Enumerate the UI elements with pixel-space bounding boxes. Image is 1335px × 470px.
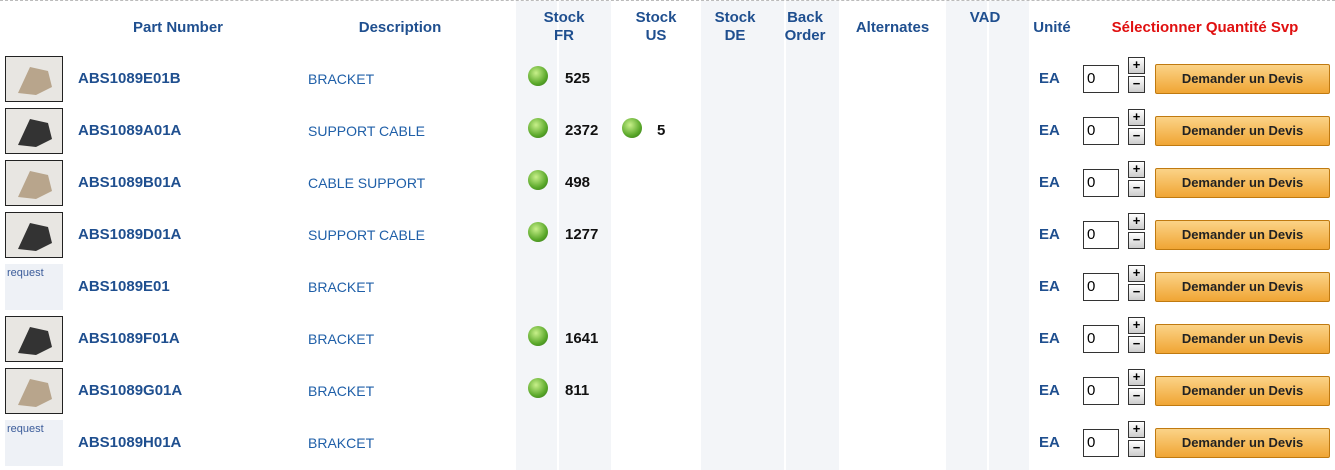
decrease-button[interactable]: − — [1128, 388, 1145, 405]
quantity-input[interactable]: 0 — [1083, 377, 1119, 405]
column-header: Description — [300, 19, 500, 37]
quantity-input[interactable]: 0 — [1083, 221, 1119, 249]
thumbnail[interactable] — [5, 56, 63, 102]
column-bg — [988, 1, 1030, 470]
part-number[interactable]: ABS1089E01B — [78, 70, 181, 87]
column-bg — [785, 1, 840, 470]
thumbnail-art — [6, 161, 62, 205]
increase-button[interactable]: + — [1128, 265, 1145, 282]
unit: EA — [1039, 382, 1060, 399]
stock-indicator — [622, 118, 642, 138]
unit: EA — [1039, 174, 1060, 191]
decrease-button[interactable]: − — [1128, 232, 1145, 249]
column-bg — [700, 1, 785, 470]
unit: EA — [1039, 330, 1060, 347]
increase-button[interactable]: + — [1128, 213, 1145, 230]
unit: EA — [1039, 122, 1060, 139]
unit: EA — [1039, 434, 1060, 451]
column-header: Part Number — [88, 19, 268, 37]
thumbnail-art — [6, 369, 62, 413]
part-number[interactable]: ABS1089E01 — [78, 278, 170, 295]
unit: EA — [1039, 278, 1060, 295]
thumbnail-art — [6, 213, 62, 257]
thumbnail[interactable] — [5, 368, 63, 414]
description: BRACKET — [308, 383, 374, 399]
decrease-button[interactable]: − — [1128, 284, 1145, 301]
part-number[interactable]: ABS1089F01A — [78, 330, 180, 347]
thumbnail-art — [6, 317, 62, 361]
column-header: Back Order — [780, 9, 830, 45]
thumbnail[interactable] — [5, 160, 63, 206]
quote-button[interactable]: Demander un Devis — [1155, 272, 1330, 302]
thumbnail[interactable]: request — [5, 420, 63, 466]
stock-fr: 498 — [565, 174, 590, 191]
quantity-input[interactable]: 0 — [1083, 429, 1119, 457]
thumbnail[interactable] — [5, 316, 63, 362]
column-header: Unité — [1030, 19, 1074, 37]
decrease-button[interactable]: − — [1128, 76, 1145, 93]
quote-button[interactable]: Demander un Devis — [1155, 376, 1330, 406]
quote-button[interactable]: Demander un Devis — [1155, 168, 1330, 198]
stock-us: 5 — [657, 122, 665, 139]
decrease-button[interactable]: − — [1128, 128, 1145, 145]
part-number[interactable]: ABS1089D01A — [78, 226, 181, 243]
description: BRAKCET — [308, 435, 374, 451]
decrease-button[interactable]: − — [1128, 336, 1145, 353]
stock-indicator — [528, 66, 548, 86]
unit: EA — [1039, 70, 1060, 87]
unit: EA — [1039, 226, 1060, 243]
increase-button[interactable]: + — [1128, 109, 1145, 126]
part-number[interactable]: ABS1089G01A — [78, 382, 182, 399]
thumbnail[interactable] — [5, 108, 63, 154]
stock-fr: 525 — [565, 70, 590, 87]
part-number[interactable]: ABS1089B01A — [78, 174, 181, 191]
column-header: Alternates — [840, 19, 945, 37]
stock-indicator — [528, 326, 548, 346]
stock-indicator — [528, 378, 548, 398]
part-number[interactable]: ABS1089H01A — [78, 434, 181, 451]
thumbnail[interactable] — [5, 212, 63, 258]
column-header: VAD — [950, 9, 1020, 27]
page: Part Number Description Stock FR Stock US St… — [0, 0, 1335, 469]
description: BRACKET — [308, 279, 374, 295]
quote-button[interactable]: Demander un Devis — [1155, 324, 1330, 354]
quote-button[interactable]: Demander un Devis — [1155, 64, 1330, 94]
description: SUPPORT CABLE — [308, 227, 425, 243]
stock-fr: 811 — [565, 382, 589, 399]
stock-indicator — [528, 222, 548, 242]
decrease-button[interactable]: − — [1128, 440, 1145, 457]
quote-button[interactable]: Demander un Devis — [1155, 116, 1330, 146]
description: BRACKET — [308, 71, 374, 87]
column-header: Stock DE — [710, 9, 760, 45]
stock-indicator — [528, 170, 548, 190]
quantity-input[interactable]: 0 — [1083, 65, 1119, 93]
column-header: Stock US — [626, 9, 686, 45]
increase-button[interactable]: + — [1128, 317, 1145, 334]
thumbnail-art — [6, 109, 62, 153]
description: CABLE SUPPORT — [308, 175, 425, 191]
part-number[interactable]: ABS1089A01A — [78, 122, 181, 139]
stock-fr: 1277 — [565, 226, 598, 243]
quantity-input[interactable]: 0 — [1083, 169, 1119, 197]
stock-indicator — [528, 118, 548, 138]
increase-button[interactable]: + — [1128, 369, 1145, 386]
column-header: Sélectionner Quantité Svp — [1080, 19, 1330, 37]
column-header: Stock FR — [536, 9, 592, 45]
quote-button[interactable]: Demander un Devis — [1155, 220, 1330, 250]
description: BRACKET — [308, 331, 374, 347]
thumbnail[interactable]: request — [5, 264, 63, 310]
stock-fr: 1641 — [565, 330, 598, 347]
quantity-input[interactable]: 0 — [1083, 117, 1119, 145]
decrease-button[interactable]: − — [1128, 180, 1145, 197]
stock-fr: 2372 — [565, 122, 598, 139]
increase-button[interactable]: + — [1128, 161, 1145, 178]
thumbnail-art — [6, 57, 62, 101]
quantity-input[interactable]: 0 — [1083, 325, 1119, 353]
quote-button[interactable]: Demander un Devis — [1155, 428, 1330, 458]
increase-button[interactable]: + — [1128, 421, 1145, 438]
quantity-input[interactable]: 0 — [1083, 273, 1119, 301]
description: SUPPORT CABLE — [308, 123, 425, 139]
increase-button[interactable]: + — [1128, 57, 1145, 74]
column-bg — [945, 1, 988, 470]
